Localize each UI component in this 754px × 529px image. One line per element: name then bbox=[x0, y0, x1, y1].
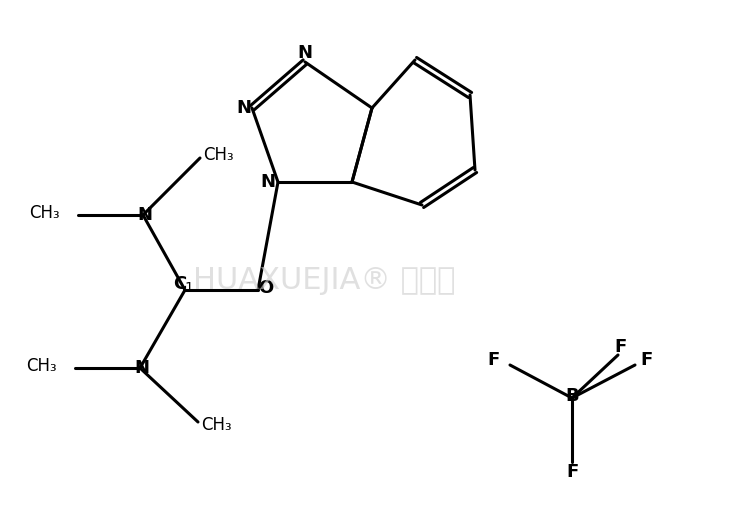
Text: N: N bbox=[237, 99, 252, 117]
Text: CH₃: CH₃ bbox=[201, 416, 231, 434]
Text: HUAXUEJIA® 化学加: HUAXUEJIA® 化学加 bbox=[193, 266, 455, 295]
Text: CH₃: CH₃ bbox=[29, 204, 60, 222]
Text: N: N bbox=[260, 173, 275, 191]
Text: N: N bbox=[137, 206, 152, 224]
Text: CH₃: CH₃ bbox=[203, 146, 233, 164]
Text: F: F bbox=[615, 338, 627, 356]
Text: B: B bbox=[566, 387, 579, 405]
Text: CH₃: CH₃ bbox=[26, 357, 57, 375]
Text: C: C bbox=[173, 275, 187, 293]
Text: 1: 1 bbox=[185, 281, 194, 295]
Text: F: F bbox=[566, 463, 578, 481]
Text: F: F bbox=[488, 351, 500, 369]
Text: N: N bbox=[298, 44, 312, 62]
Text: O: O bbox=[259, 279, 274, 297]
Text: N: N bbox=[134, 359, 149, 377]
Text: F: F bbox=[641, 351, 653, 369]
